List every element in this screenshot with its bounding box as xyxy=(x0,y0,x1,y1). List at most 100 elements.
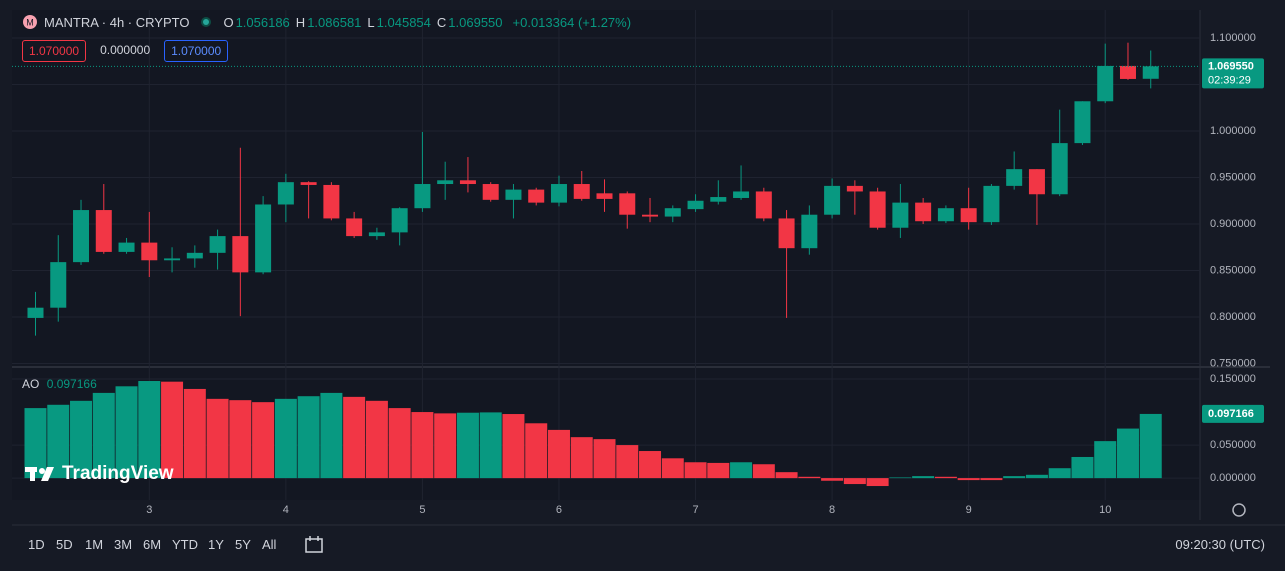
candle-body xyxy=(824,185,841,215)
candle-body xyxy=(664,208,681,217)
ao-bar xyxy=(206,398,229,479)
ao-bar xyxy=(365,400,388,479)
ao-bar xyxy=(456,412,479,479)
ao-bar xyxy=(115,386,138,479)
ao-name: AO xyxy=(22,377,40,391)
series-layer: 3 4 5 6 7 8 9 10 0.750000 0.800000 0.850000 0.90000… xyxy=(12,10,1264,516)
candle-body xyxy=(459,180,476,185)
ao-bar xyxy=(1003,476,1026,479)
ao-bar xyxy=(775,472,798,479)
logo xyxy=(25,467,54,481)
candle-body xyxy=(255,204,272,273)
status-dot xyxy=(201,17,212,27)
y-tick-label: 0.050000 xyxy=(1210,439,1256,451)
candle-body xyxy=(141,242,158,261)
ao-bar xyxy=(525,423,548,479)
x-tick-label: 3 xyxy=(146,504,152,516)
y-tick-label: 0.000000 xyxy=(1210,472,1256,484)
ao-bar xyxy=(547,429,570,479)
candle-body xyxy=(710,197,727,202)
candle-body xyxy=(186,252,203,259)
ao-bar xyxy=(934,476,957,479)
ao-bar xyxy=(479,412,502,479)
ao-value-box xyxy=(1202,404,1264,423)
range-button[interactable]: 3M xyxy=(114,537,133,552)
candle-body xyxy=(1097,65,1114,102)
candle-body xyxy=(550,184,567,203)
candle-body xyxy=(846,185,863,192)
candle-body xyxy=(300,182,317,185)
ao-bar xyxy=(47,404,70,479)
range-button[interactable]: 1M xyxy=(85,537,104,552)
ao-bar xyxy=(707,462,730,479)
ao-bar xyxy=(274,398,297,479)
ao-bar xyxy=(798,476,821,479)
ao-bar xyxy=(843,478,866,485)
candle-body xyxy=(915,202,932,222)
ao-bar xyxy=(92,392,115,479)
ao-bar xyxy=(138,381,161,479)
range-button[interactable]: 5D xyxy=(56,537,73,552)
ao-bar xyxy=(24,408,47,479)
spread-box: 0.000000 xyxy=(100,43,151,57)
ao-bar xyxy=(343,396,366,479)
ao-bar xyxy=(70,400,93,479)
candle-body xyxy=(528,189,545,203)
candle-body xyxy=(869,191,886,228)
range-button[interactable]: 5Y xyxy=(235,537,251,552)
ohlc-value: 1.086581 xyxy=(307,14,362,30)
candle-body xyxy=(27,307,44,318)
candle-body xyxy=(1051,143,1068,195)
y-tick-label: 0.900000 xyxy=(1210,218,1256,230)
ao-bar xyxy=(912,476,935,479)
ao-value: 0.097166 xyxy=(46,377,97,391)
sell-box[interactable]: 1.070000 xyxy=(22,40,87,62)
ao-bar xyxy=(684,462,707,479)
ao-bar xyxy=(434,413,457,479)
candle-body xyxy=(232,236,249,273)
ao-bar xyxy=(411,412,434,479)
candle-body xyxy=(368,232,385,237)
ao-bar xyxy=(1139,413,1162,479)
candle-body xyxy=(391,208,408,233)
ao-bar xyxy=(161,381,184,479)
clock: 09:20:30 (UTC) xyxy=(1175,537,1265,552)
candle-body xyxy=(505,189,522,200)
ao-bar xyxy=(570,437,593,479)
ao-bar xyxy=(866,478,889,487)
ao-bar xyxy=(980,478,1003,481)
candle-body xyxy=(983,185,1000,223)
x-tick-label: 9 xyxy=(966,504,972,516)
candle-body xyxy=(596,193,613,199)
symbol-icon: M xyxy=(23,15,37,29)
ao-bar xyxy=(1094,441,1117,479)
ao-bar xyxy=(661,458,684,479)
settings-icon[interactable] xyxy=(1232,503,1246,517)
ao-bar xyxy=(593,439,616,479)
candle-body xyxy=(482,184,499,200)
candle-body xyxy=(1074,101,1091,144)
range-button[interactable]: YTD xyxy=(172,537,198,552)
ao-bar xyxy=(1025,474,1048,479)
candle-body xyxy=(95,210,112,252)
candle-body xyxy=(1028,169,1045,195)
candle-body xyxy=(164,258,181,261)
ao-bar xyxy=(752,464,775,479)
ao-bar xyxy=(297,396,320,479)
range-button[interactable]: All xyxy=(262,537,277,552)
candle-body xyxy=(73,210,90,263)
range-button[interactable]: 1D xyxy=(28,537,45,552)
range-button[interactable]: 6M xyxy=(143,537,162,552)
ohlc-key: C xyxy=(436,14,447,30)
date-range-icon[interactable] xyxy=(303,534,325,556)
x-tick-label: 7 xyxy=(692,504,698,516)
watermark: TradingView xyxy=(24,463,174,485)
candle-body xyxy=(755,191,772,219)
ao-bar xyxy=(252,402,275,479)
candle-body xyxy=(50,262,67,308)
ao-bar xyxy=(821,478,844,481)
range-button[interactable]: 1Y xyxy=(208,537,224,552)
candle-body xyxy=(960,208,977,223)
buy-box[interactable]: 1.070000 xyxy=(164,40,229,62)
